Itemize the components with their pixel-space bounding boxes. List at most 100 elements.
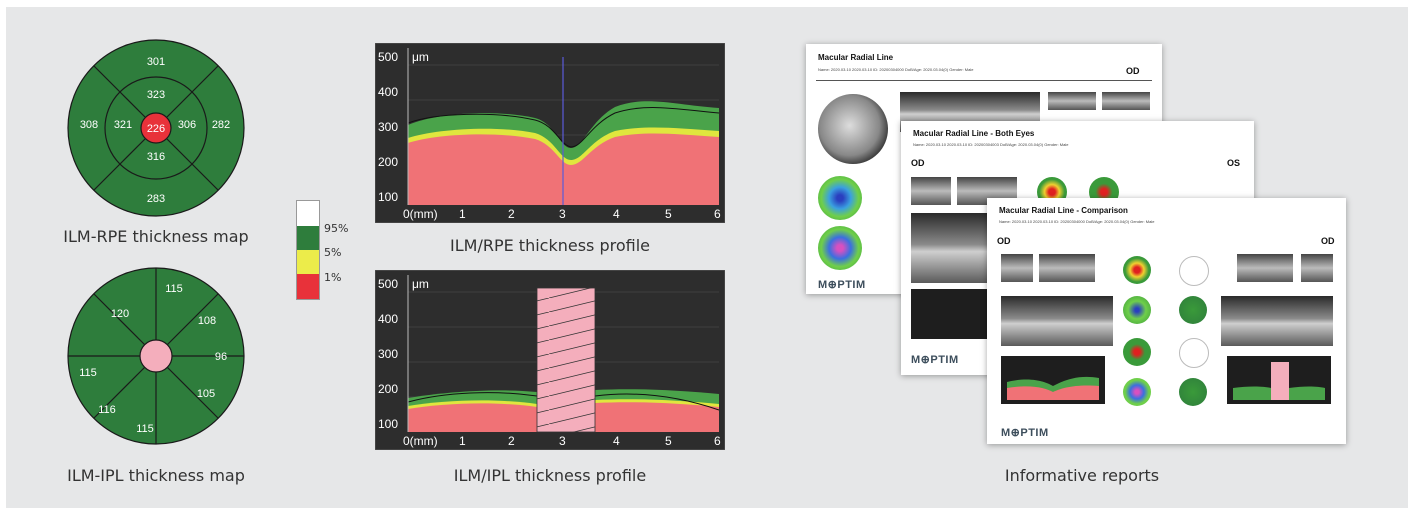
oct-scan-image xyxy=(1001,296,1113,346)
ipl-xtick-3: 3 xyxy=(559,434,566,448)
rpe-xtick-2: 2 xyxy=(508,207,515,221)
percentile-legend xyxy=(296,200,320,300)
ipl-bottom-right-value: 105 xyxy=(197,388,215,400)
ipl-xtick-4: 4 xyxy=(613,434,620,448)
ipl-bottom-left-value: 116 xyxy=(98,404,116,416)
rpe-xtick-5: 5 xyxy=(665,207,672,221)
ipl-ytick-100: 100 xyxy=(378,417,398,431)
rpe-xtick-4: 4 xyxy=(613,207,620,221)
oct-thumb xyxy=(1237,254,1293,282)
ilm-ipl-thickness-map: 120 115 108 115 96 116 115 105 xyxy=(67,267,245,445)
moptim-logo: M⊕PTIM xyxy=(818,279,866,291)
ipl-top-left-value: 120 xyxy=(111,308,129,320)
profile-thumb xyxy=(1227,356,1331,404)
thickness-map-thumb xyxy=(818,226,862,270)
ilm-ipl-profile-chart: 500 μm 400 300 200 100 0(mm) 1 2 3 4 5 6 xyxy=(375,270,725,450)
report-title: Macular Radial Line - Comparison xyxy=(999,206,1128,215)
ipl-right-value: 96 xyxy=(215,351,227,363)
report-meta: Name: 2020.03.10 2020.03.10 ID: 20200304… xyxy=(999,219,1155,224)
rpe-xtick-0: 0(mm) xyxy=(403,207,438,221)
ilm-rpe-profile-chart: 500 μm 400 300 200 100 0(mm) 1 2 3 4 5 6 xyxy=(375,43,725,223)
ipl-ytick-300: 300 xyxy=(378,347,398,361)
thickness-map-thumb xyxy=(1123,338,1151,366)
ipl-ytick-200: 200 xyxy=(378,382,398,396)
ilm-rpe-thickness-map: 301 308 282 283 323 321 306 316 226 xyxy=(67,39,245,217)
rpe-inner-bottom-value: 316 xyxy=(147,151,165,163)
ipl-top-value: 115 xyxy=(165,283,183,295)
report-sheet-comparison: Macular Radial Line - Comparison Name: 2… xyxy=(987,198,1346,444)
ipl-left-value: 115 xyxy=(79,367,97,379)
reports-caption: Informative reports xyxy=(1004,466,1160,485)
report-eye-left: OD xyxy=(997,236,1011,246)
ipl-xtick-5: 5 xyxy=(665,434,672,448)
rpe-outer-left-value: 308 xyxy=(80,119,98,131)
rpe-inner-left-value: 321 xyxy=(114,119,132,131)
ilm-rpe-map-caption: ILM-RPE thickness map xyxy=(63,227,249,246)
moptim-logo: M⊕PTIM xyxy=(911,354,959,366)
thickness-map-thumb xyxy=(1123,296,1151,324)
fundus-thumb xyxy=(1301,254,1333,282)
ipl-unit-label: μm xyxy=(412,277,429,291)
rpe-xtick-3: 3 xyxy=(559,207,566,221)
moptim-logo: M⊕PTIM xyxy=(1001,427,1049,439)
deviation-map-thumb xyxy=(1179,296,1207,324)
ilm-rpe-profile-caption: ILM/RPE thickness profile xyxy=(450,236,650,255)
rpe-ytick-300: 300 xyxy=(378,120,398,134)
legend-label-1: 1% xyxy=(324,271,342,284)
ipl-ytick-400: 400 xyxy=(378,312,398,326)
legend-swatch-green xyxy=(297,226,319,250)
report-eye-right: OS xyxy=(1227,158,1241,168)
report-divider xyxy=(816,80,1152,81)
ipl-xtick-1: 1 xyxy=(459,434,466,448)
rpe-ytick-500: 500 xyxy=(378,50,398,64)
rpe-xtick-1: 1 xyxy=(459,207,466,221)
rpe-ytick-100: 100 xyxy=(378,190,398,204)
thickness-map-thumb xyxy=(1123,378,1151,406)
report-eye-left: OD xyxy=(911,158,925,168)
legend-swatch-white xyxy=(297,201,319,226)
fundus-thumb xyxy=(911,177,951,205)
deviation-map-thumb xyxy=(1179,256,1209,286)
ilm-ipl-profile-caption: ILM/IPL thickness profile xyxy=(453,466,647,485)
oct-thumb xyxy=(1048,92,1096,110)
oct-scan-image xyxy=(911,213,991,283)
legend-swatch-yellow xyxy=(297,250,319,274)
legend-label-95: 95% xyxy=(324,222,349,235)
ipl-ytick-500: 500 xyxy=(378,277,398,291)
rpe-xtick-6: 6 xyxy=(714,207,721,221)
ipl-xtick-6: 6 xyxy=(714,434,721,448)
rpe-center-value: 226 xyxy=(147,123,165,135)
rpe-ytick-200: 200 xyxy=(378,155,398,169)
ipl-xtick-2: 2 xyxy=(508,434,515,448)
report-title: Macular Radial Line - Both Eyes xyxy=(913,129,1035,138)
fundus-thumb xyxy=(1001,254,1033,282)
ipl-bottom-value: 115 xyxy=(136,423,154,435)
deviation-map-thumb xyxy=(1179,338,1209,368)
ilm-ipl-map-caption: ILM-IPL thickness map xyxy=(67,466,245,485)
rpe-outer-bottom-value: 283 xyxy=(147,193,165,205)
rpe-unit-label: μm xyxy=(412,50,429,64)
thickness-map-thumb xyxy=(818,176,862,220)
oct-thumb xyxy=(1039,254,1095,282)
deviation-map-thumb xyxy=(1179,378,1207,406)
rpe-outer-right-value: 282 xyxy=(212,119,230,131)
ipl-xtick-0: 0(mm) xyxy=(403,434,438,448)
ipl-top-right-value: 108 xyxy=(198,315,216,327)
thickness-map-thumb xyxy=(1123,256,1151,284)
report-title: Macular Radial Line xyxy=(818,53,894,62)
report-eye-right: OD xyxy=(1321,236,1335,246)
profile-thumb xyxy=(911,289,991,339)
oct-thumb xyxy=(1102,92,1150,110)
legend-label-5: 5% xyxy=(324,246,342,259)
report-eye-label: OD xyxy=(1126,66,1140,76)
legend-swatch-red xyxy=(297,274,319,299)
report-meta: Name: 2020.03.10 2020.03.10 ID: 20200304… xyxy=(913,142,1069,147)
oct-scan-image xyxy=(1221,296,1333,346)
report-meta: Name: 2020.03.10 2020.03.10 ID: 20200304… xyxy=(818,67,974,72)
rpe-inner-right-value: 306 xyxy=(178,119,196,131)
fundus-image xyxy=(818,94,888,164)
rpe-inner-top-value: 323 xyxy=(147,89,165,101)
rpe-outer-top-value: 301 xyxy=(147,56,165,68)
rpe-ytick-400: 400 xyxy=(378,85,398,99)
profile-thumb xyxy=(1001,356,1105,404)
